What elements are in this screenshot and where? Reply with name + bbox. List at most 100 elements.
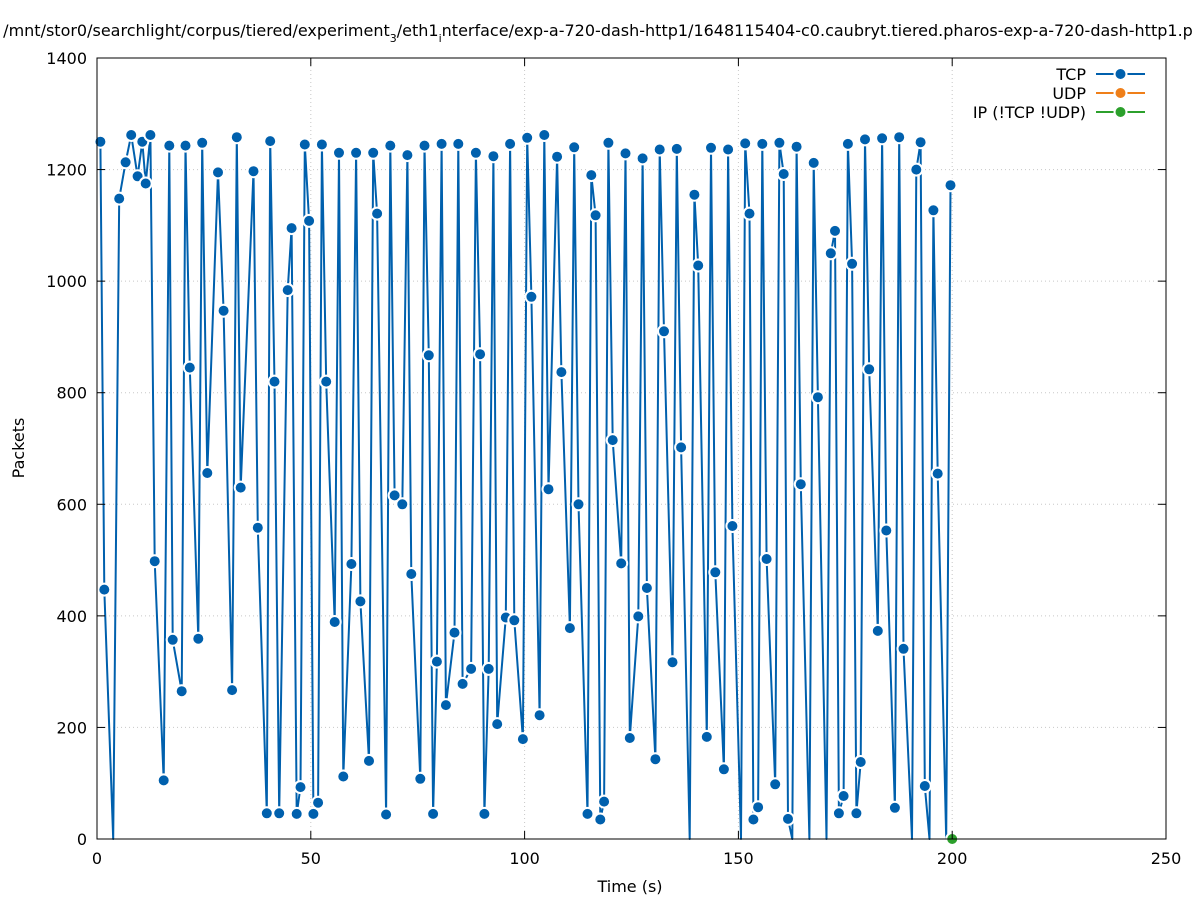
data-point-tcp — [112, 191, 127, 206]
data-point-tcp — [772, 135, 787, 150]
data-point-tcp — [481, 661, 496, 676]
data-point-tcp — [550, 149, 565, 164]
data-point-tcp — [451, 136, 466, 151]
data-point-tcp — [721, 142, 736, 157]
data-point-tcp — [520, 130, 535, 145]
data-point-tcp — [571, 497, 586, 512]
data-point-tcp — [896, 641, 911, 656]
y-tick-label: 1200 — [46, 161, 87, 180]
legend-label: TCP — [1055, 65, 1086, 84]
data-point-tcp — [259, 806, 274, 821]
data-point-tcp — [588, 208, 603, 223]
data-point-tcp — [806, 155, 821, 170]
data-point-tcp — [280, 283, 295, 298]
data-point-tcp — [605, 433, 620, 448]
data-point-tcp — [147, 554, 162, 569]
data-point-tcp — [849, 806, 864, 821]
y-tick-label: 1400 — [46, 49, 87, 68]
legend-label: UDP — [1052, 84, 1086, 103]
data-point-tcp — [395, 497, 410, 512]
axes: 0 50 100 150 200 250 0 200 400 600 800 1000 1200 1400 — [46, 49, 1181, 868]
data-point-tcp — [138, 176, 153, 191]
data-point-tcp — [622, 731, 637, 745]
data-point-tcp — [438, 698, 453, 713]
data-point-tcp — [289, 806, 304, 821]
data-point-tcp — [776, 167, 791, 181]
data-point-tcp — [191, 631, 206, 646]
data-point-tcp — [614, 556, 629, 571]
data-point-tcp — [781, 811, 795, 826]
y-tick-label: 1000 — [46, 272, 87, 291]
data-point-tcp — [272, 806, 287, 821]
data-point-tcp — [464, 661, 479, 676]
data-point-tcp — [156, 773, 171, 788]
x-tick-label: 200 — [937, 849, 968, 868]
data-point-tcp — [674, 440, 689, 455]
data-point-tcp — [297, 137, 312, 152]
data-point-tcp — [383, 138, 398, 153]
data-point-tcp — [823, 246, 838, 261]
data-point-tcp — [601, 135, 616, 150]
series-line-tcp — [99, 134, 952, 840]
data-point-tcp — [648, 752, 663, 767]
data-point-tcp — [93, 134, 108, 149]
data-point-tcp — [879, 523, 894, 538]
data-point-tcp — [584, 168, 599, 183]
data-point-tcp — [751, 800, 766, 815]
data-point-tcp — [943, 178, 958, 193]
data-point-tcp — [704, 140, 718, 155]
data-point-tcp — [362, 753, 376, 768]
data-point-tcp — [554, 365, 569, 380]
data-point-tcp — [455, 676, 470, 691]
data-point-tcp — [524, 289, 539, 304]
data-point-tcp — [515, 732, 530, 747]
data-point-tcp — [178, 138, 193, 153]
data-point-tcp — [708, 565, 723, 580]
y-axis-label: Packets — [9, 418, 28, 479]
data-point-tcp — [182, 360, 197, 375]
data-point-tcp — [118, 155, 133, 170]
x-tick-label: 100 — [509, 849, 540, 868]
data-point-tcp — [892, 130, 907, 145]
data-point-tcp — [887, 800, 902, 815]
data-point-tcp — [580, 806, 595, 821]
data-point-tcp — [229, 130, 244, 145]
data-point-tcp — [165, 632, 180, 647]
y-tick-label: 800 — [56, 384, 87, 403]
data-point-tcp — [233, 480, 248, 495]
data-point-tcp — [567, 140, 582, 155]
data-point-tcp — [768, 777, 783, 792]
x-axis-label: Time (s) — [596, 877, 662, 896]
data-point-tcp — [353, 594, 368, 609]
data-point-tcp — [162, 138, 177, 153]
data-point-tcp — [284, 221, 299, 236]
data-point-tcp — [793, 477, 808, 492]
data-point-tcp — [597, 794, 612, 809]
data-point-tcp — [541, 482, 556, 497]
data-point-tcp — [473, 347, 488, 362]
data-point-tcp — [691, 258, 706, 273]
data-point-tcp — [870, 623, 885, 638]
data-point-tcp — [400, 148, 415, 163]
data-point-tcp — [810, 390, 825, 405]
data-point-tcp — [263, 134, 278, 149]
title-subscript-1: 3 — [390, 32, 397, 45]
data-point-tcp — [635, 151, 650, 166]
data-point-tcp — [124, 128, 139, 142]
data-point-tcp — [429, 654, 444, 669]
data-point-tcp — [840, 136, 855, 151]
data-point-tcp — [387, 488, 402, 503]
data-point-tcp — [853, 755, 868, 769]
data-point-tcp — [468, 145, 483, 160]
title-subscript-2: i — [439, 32, 442, 45]
data-point-tcp — [434, 136, 449, 151]
data-point-tcp — [413, 771, 428, 786]
data-point-tcp — [246, 164, 261, 179]
data-point-tcp — [302, 213, 317, 228]
data-point-tcp — [211, 165, 225, 180]
data-point-tcp — [366, 145, 381, 160]
data-point-tcp — [639, 581, 654, 595]
data-point-tcp — [875, 131, 890, 146]
data-point-tcp — [195, 135, 210, 150]
